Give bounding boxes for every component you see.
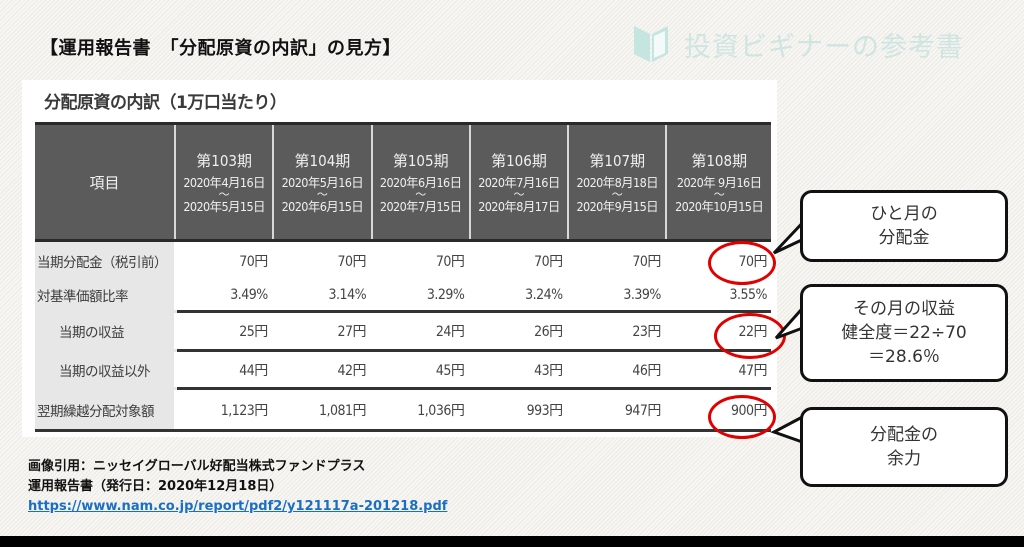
distribution-source-table: 項目 第103期 2020年4月16日 ～ 2020年5月15日 第104期 2… bbox=[35, 122, 771, 432]
highlight-circle-carryover bbox=[708, 395, 776, 439]
row-label: 翌期繰越分配対象額 bbox=[35, 388, 175, 432]
cell: 1,036円 bbox=[370, 388, 470, 432]
cell: 26円 bbox=[468, 311, 569, 352]
highlight-circle-distribution bbox=[708, 241, 776, 285]
cell: 70円 bbox=[173, 240, 274, 281]
period-header: 第106期 2020年7月16日 ～ 2020年8月17日 bbox=[468, 122, 569, 242]
row-label: 当期の収益 bbox=[35, 311, 175, 352]
bottom-bar bbox=[0, 536, 1024, 547]
cell: 24円 bbox=[370, 311, 470, 352]
callout-distribution-capacity: 分配金の 余力 bbox=[800, 407, 1008, 487]
cell: 45円 bbox=[370, 350, 470, 390]
citation-source: 画像引用：ニッセイグローバル好配当株式ファンドプラス bbox=[28, 459, 366, 474]
cell: 3.29% bbox=[370, 280, 470, 313]
row-label: 対基準価額比率 bbox=[35, 280, 175, 313]
period-header: 第105期 2020年6月16日 ～ 2020年7月15日 bbox=[370, 122, 470, 242]
cell: 3.55% bbox=[664, 280, 771, 313]
period-header: 第103期 2020年4月16日 ～ 2020年5月15日 bbox=[173, 122, 274, 242]
page-title: 【運用報告書 「分配原資の内訳」の見方】 bbox=[40, 38, 401, 59]
cell: 25円 bbox=[173, 311, 274, 352]
cell: 70円 bbox=[271, 240, 372, 281]
callout-income-health: その月の収益 健全度＝22÷70 ＝28.6％ bbox=[800, 284, 1008, 382]
beginner-mark-icon bbox=[634, 26, 668, 62]
row-label: 当期の収益以外 bbox=[35, 350, 175, 390]
cell: 46円 bbox=[566, 350, 667, 390]
cell: 23円 bbox=[566, 311, 667, 352]
cell: 42円 bbox=[271, 350, 372, 390]
table-header-row: 項目 第103期 2020年4月16日 ～ 2020年5月15日 第104期 2… bbox=[35, 122, 771, 242]
citation-link[interactable]: https://www.nam.co.jp/report/pdf2/y12111… bbox=[28, 499, 448, 514]
table-row: 対基準価額比率 3.49% 3.14% 3.29% 3.24% 3.39% 3.… bbox=[35, 280, 771, 313]
cell: 44円 bbox=[173, 350, 274, 390]
cell: 993円 bbox=[468, 388, 569, 432]
table-row: 翌期繰越分配対象額 1,123円 1,081円 1,036円 993円 947円… bbox=[35, 388, 771, 432]
cell: 70円 bbox=[370, 240, 470, 281]
cell: 3.49% bbox=[173, 280, 274, 313]
cell: 3.39% bbox=[566, 280, 667, 313]
logo-text: 投資ビギナーの参考書 bbox=[684, 31, 964, 63]
cell: 3.24% bbox=[468, 280, 569, 313]
period-header: 第107期 2020年8月18日 ～ 2020年9月15日 bbox=[567, 122, 667, 242]
cell: 43円 bbox=[468, 350, 569, 390]
row-label: 当期分配金（税引前） bbox=[35, 240, 175, 281]
callout-monthly-distribution: ひと月の 分配金 bbox=[800, 190, 1008, 262]
item-column-header: 項目 bbox=[35, 122, 175, 242]
table-title: 分配原資の内訳（1万口当たり） bbox=[44, 93, 287, 113]
period-header: 第108期 2020年 9月16日 ～ 2020年10月15日 bbox=[665, 122, 771, 242]
cell: 947円 bbox=[566, 388, 667, 432]
table-row: 当期の収益 25円 27円 24円 26円 23円 22円 bbox=[35, 311, 771, 352]
table-row: 当期分配金（税引前） 70円 70円 70円 70円 70円 70円 bbox=[35, 240, 771, 281]
image-citation: 画像引用：ニッセイグローバル好配当株式ファンドプラス 運用報告書（発行日：202… bbox=[28, 457, 447, 517]
citation-report: 運用報告書（発行日：2020年12月18日） bbox=[28, 479, 283, 494]
cell: 3.14% bbox=[271, 280, 372, 313]
cell: 1,123円 bbox=[173, 388, 274, 432]
cell: 70円 bbox=[468, 240, 569, 281]
cell: 70円 bbox=[566, 240, 667, 281]
table-row: 当期の収益以外 44円 42円 45円 43円 46円 47円 bbox=[35, 350, 771, 390]
cell: 1,081円 bbox=[271, 388, 372, 432]
period-header: 第104期 2020年5月16日 ～ 2020年6月15日 bbox=[272, 122, 372, 242]
site-logo: 投資ビギナーの参考書 bbox=[632, 24, 964, 64]
cell: 27円 bbox=[271, 311, 372, 352]
